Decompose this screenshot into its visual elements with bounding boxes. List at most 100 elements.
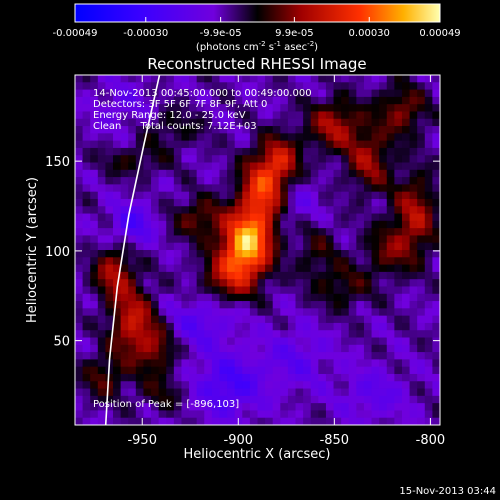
heatmap-cell — [432, 315, 441, 324]
heatmap-cell — [272, 301, 281, 309]
heatmap-cell — [143, 177, 152, 185]
heatmap-cell — [257, 198, 266, 207]
heatmap-cell — [417, 301, 426, 309]
heatmap-cell — [151, 293, 160, 302]
heatmap-cell — [287, 177, 296, 185]
heatmap-cell — [432, 271, 441, 280]
heatmap-cell — [120, 89, 129, 98]
heatmap-cell — [227, 373, 236, 382]
heatmap-cell — [401, 403, 410, 411]
heatmap-cell — [371, 373, 380, 382]
heatmap-cell — [211, 417, 220, 426]
y-tick-label: 100 — [45, 245, 70, 260]
heatmap-cell — [310, 359, 319, 368]
heatmap-cell — [105, 133, 114, 142]
heatmap-cell — [82, 352, 91, 360]
heatmap-cell — [341, 271, 350, 280]
heatmap-cell — [158, 301, 167, 309]
heatmap-cell — [295, 417, 304, 426]
heatmap-cell — [113, 140, 122, 149]
heatmap-cell — [151, 184, 160, 193]
heatmap-cell — [379, 359, 388, 368]
heatmap-cell — [196, 395, 205, 404]
heatmap-cell — [424, 264, 433, 273]
heatmap-cell — [424, 82, 433, 90]
heatmap-cell — [401, 271, 410, 280]
heatmap-cell — [272, 279, 281, 287]
heatmap-cell — [341, 162, 350, 171]
heatmap-cell — [417, 410, 426, 419]
heatmap-cell — [417, 330, 426, 338]
heatmap-cell — [204, 96, 213, 105]
heatmap-cell — [82, 75, 91, 83]
heatmap-cell — [196, 308, 205, 317]
heatmap-cell — [75, 286, 83, 295]
heatmap-cell — [196, 89, 205, 98]
heatmap-cell — [272, 410, 281, 419]
heatmap-cell — [310, 257, 319, 265]
heatmap-cell — [97, 206, 106, 214]
heatmap-cell — [409, 177, 418, 185]
heatmap-cell — [219, 140, 228, 149]
heatmap-cell — [318, 191, 327, 200]
heatmap-cell — [196, 242, 205, 251]
y-axis-label: Heliocentric Y (arcsec) — [25, 177, 40, 323]
heatmap-cell — [242, 169, 251, 178]
heatmap-cell — [90, 220, 99, 229]
heatmap-cell — [113, 344, 122, 353]
heatmap-cell — [424, 89, 433, 98]
heatmap-cell — [348, 373, 357, 382]
heatmap-cell — [97, 279, 106, 287]
heatmap-cell — [211, 96, 220, 105]
heatmap-cell — [105, 206, 114, 214]
heatmap-cell — [318, 169, 327, 178]
heatmap-cell — [432, 162, 441, 171]
heatmap-cell — [249, 330, 258, 338]
heatmap-cell — [219, 381, 228, 389]
heatmap-cell — [242, 381, 251, 389]
heatmap-cell — [227, 133, 236, 142]
heatmap-cell — [295, 133, 304, 142]
heatmap-cell — [341, 140, 350, 149]
heatmap-cell — [394, 155, 403, 163]
heatmap-cell — [424, 330, 433, 338]
heatmap-cell — [310, 271, 319, 280]
heatmap-cell — [287, 104, 296, 112]
heatmap-cell — [325, 89, 334, 98]
heatmap-cell — [128, 118, 137, 127]
heatmap-cell — [310, 388, 319, 397]
heatmap-cell — [386, 257, 395, 265]
heatmap-cell — [113, 104, 122, 112]
heatmap-cell — [181, 96, 190, 105]
heatmap-cell — [333, 169, 342, 178]
heatmap-cell — [280, 82, 289, 90]
heatmap-cell — [265, 352, 274, 360]
heatmap-cell — [310, 344, 319, 353]
heatmap-cell — [318, 147, 327, 156]
heatmap-cell — [120, 381, 129, 389]
heatmap-cell — [196, 388, 205, 397]
heatmap-cell — [219, 162, 228, 171]
heatmap-cell — [310, 417, 319, 426]
heatmap-cell — [128, 177, 137, 185]
heatmap-cell — [424, 206, 433, 214]
heatmap-cell — [424, 191, 433, 200]
heatmap-cell — [371, 228, 380, 236]
heatmap-cell — [401, 330, 410, 338]
heatmap-cell — [75, 111, 83, 120]
heatmap-cell — [379, 366, 388, 375]
heatmap-cell — [242, 395, 251, 404]
heatmap-cell — [280, 271, 289, 280]
heatmap-cell — [181, 177, 190, 185]
heatmap-cell — [227, 352, 236, 360]
heatmap-cell — [424, 352, 433, 360]
heatmap-cell — [181, 111, 190, 120]
heatmap-cell — [409, 206, 418, 214]
heatmap-cell — [333, 301, 342, 309]
heatmap-cell — [75, 417, 83, 426]
heatmap-cell — [257, 366, 266, 375]
heatmap-cell — [105, 191, 114, 200]
heatmap-cell — [401, 352, 410, 360]
heatmap-cell — [120, 257, 129, 265]
heatmap-cell — [257, 388, 266, 397]
